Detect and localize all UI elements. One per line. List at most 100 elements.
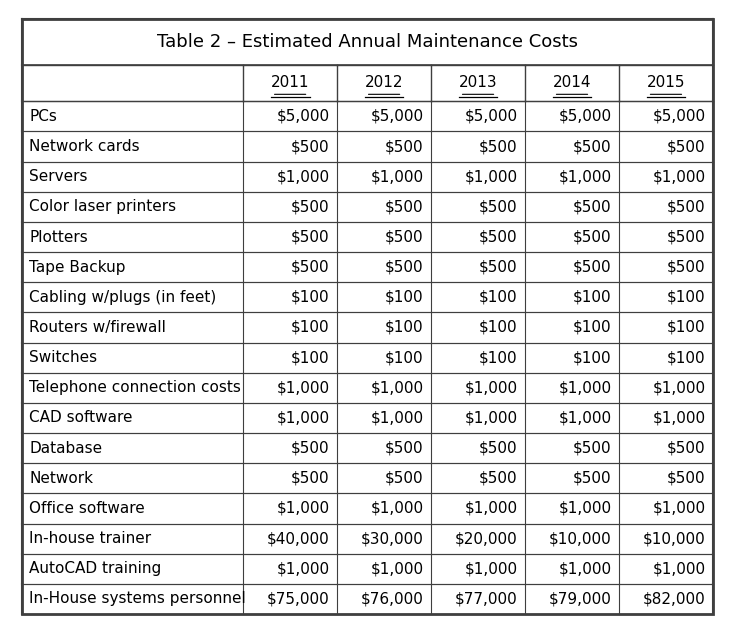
Text: $1,000: $1,000 xyxy=(370,380,423,395)
Text: $500: $500 xyxy=(291,139,330,154)
Text: Color laser printers: Color laser printers xyxy=(29,199,176,215)
Text: Tape Backup: Tape Backup xyxy=(29,260,126,275)
Text: $100: $100 xyxy=(667,350,706,365)
Text: $40,000: $40,000 xyxy=(267,531,330,546)
Text: 2013: 2013 xyxy=(459,75,498,91)
Text: $1,000: $1,000 xyxy=(653,410,706,425)
Text: In-House systems personnel: In-House systems personnel xyxy=(29,591,246,606)
Text: $1,000: $1,000 xyxy=(276,561,330,576)
Text: $500: $500 xyxy=(479,441,517,456)
Text: $500: $500 xyxy=(479,230,517,244)
Text: Switches: Switches xyxy=(29,350,98,365)
Text: $500: $500 xyxy=(479,199,517,215)
Text: $500: $500 xyxy=(479,260,517,275)
Text: $100: $100 xyxy=(385,350,423,365)
Text: $5,000: $5,000 xyxy=(276,109,330,124)
Text: $100: $100 xyxy=(385,320,423,335)
Text: AutoCAD training: AutoCAD training xyxy=(29,561,162,576)
Text: $1,000: $1,000 xyxy=(370,501,423,516)
Text: $75,000: $75,000 xyxy=(267,591,330,606)
Text: $1,000: $1,000 xyxy=(370,169,423,184)
Text: $500: $500 xyxy=(573,471,612,486)
Text: $100: $100 xyxy=(667,320,706,335)
Text: $1,000: $1,000 xyxy=(559,380,612,395)
Text: $76,000: $76,000 xyxy=(361,591,423,606)
Text: $500: $500 xyxy=(479,471,517,486)
Text: $79,000: $79,000 xyxy=(549,591,612,606)
Text: 2012: 2012 xyxy=(365,75,404,91)
Text: $1,000: $1,000 xyxy=(370,410,423,425)
Text: $500: $500 xyxy=(291,471,330,486)
Text: $500: $500 xyxy=(667,199,706,215)
Text: $500: $500 xyxy=(385,260,423,275)
Text: 2015: 2015 xyxy=(647,75,685,91)
Text: $100: $100 xyxy=(291,350,330,365)
Text: $1,000: $1,000 xyxy=(653,380,706,395)
Text: Office software: Office software xyxy=(29,501,145,516)
Text: $77,000: $77,000 xyxy=(455,591,517,606)
Text: Plotters: Plotters xyxy=(29,230,88,244)
Text: $500: $500 xyxy=(385,471,423,486)
Text: Servers: Servers xyxy=(29,169,88,184)
Text: $500: $500 xyxy=(291,199,330,215)
Text: $1,000: $1,000 xyxy=(465,380,517,395)
Text: $10,000: $10,000 xyxy=(549,531,612,546)
Text: $1,000: $1,000 xyxy=(653,561,706,576)
Text: $5,000: $5,000 xyxy=(465,109,517,124)
Text: $1,000: $1,000 xyxy=(653,169,706,184)
Text: $100: $100 xyxy=(667,290,706,305)
Text: $100: $100 xyxy=(573,350,612,365)
Text: $5,000: $5,000 xyxy=(653,109,706,124)
Text: $100: $100 xyxy=(573,290,612,305)
Text: $500: $500 xyxy=(667,441,706,456)
Text: Database: Database xyxy=(29,441,102,456)
Text: $1,000: $1,000 xyxy=(559,169,612,184)
Text: $500: $500 xyxy=(291,260,330,275)
Text: $100: $100 xyxy=(479,290,517,305)
Text: $20,000: $20,000 xyxy=(455,531,517,546)
Text: $500: $500 xyxy=(573,230,612,244)
Text: $500: $500 xyxy=(385,139,423,154)
Text: 2014: 2014 xyxy=(553,75,591,91)
Text: $500: $500 xyxy=(385,441,423,456)
Text: CAD software: CAD software xyxy=(29,410,133,425)
Text: Telephone connection costs: Telephone connection costs xyxy=(29,380,241,395)
Text: $500: $500 xyxy=(667,139,706,154)
Text: $500: $500 xyxy=(479,139,517,154)
Text: Network cards: Network cards xyxy=(29,139,140,154)
Text: $1,000: $1,000 xyxy=(370,561,423,576)
Text: $10,000: $10,000 xyxy=(643,531,706,546)
Text: $1,000: $1,000 xyxy=(465,410,517,425)
Text: $500: $500 xyxy=(291,441,330,456)
Text: $1,000: $1,000 xyxy=(559,501,612,516)
Text: PCs: PCs xyxy=(29,109,57,124)
Text: 2011: 2011 xyxy=(271,75,309,91)
Text: $1,000: $1,000 xyxy=(653,501,706,516)
Text: $5,000: $5,000 xyxy=(559,109,612,124)
Text: $100: $100 xyxy=(291,290,330,305)
Text: $500: $500 xyxy=(385,230,423,244)
Text: $5,000: $5,000 xyxy=(370,109,423,124)
Text: $500: $500 xyxy=(573,199,612,215)
Text: $1,000: $1,000 xyxy=(276,169,330,184)
Text: $500: $500 xyxy=(573,139,612,154)
Text: $500: $500 xyxy=(573,260,612,275)
Text: $100: $100 xyxy=(291,320,330,335)
Text: $500: $500 xyxy=(667,260,706,275)
Text: Table 2 – Estimated Annual Maintenance Costs: Table 2 – Estimated Annual Maintenance C… xyxy=(157,33,578,51)
Text: $500: $500 xyxy=(573,441,612,456)
Text: $100: $100 xyxy=(385,290,423,305)
Text: $1,000: $1,000 xyxy=(276,501,330,516)
Text: $100: $100 xyxy=(573,320,612,335)
Text: $1,000: $1,000 xyxy=(559,561,612,576)
Text: $500: $500 xyxy=(291,230,330,244)
Text: $100: $100 xyxy=(479,350,517,365)
Text: $1,000: $1,000 xyxy=(559,410,612,425)
Text: $500: $500 xyxy=(667,471,706,486)
Text: Network: Network xyxy=(29,471,93,486)
Text: $500: $500 xyxy=(385,199,423,215)
Text: Cabling w/plugs (in feet): Cabling w/plugs (in feet) xyxy=(29,290,217,305)
Text: Routers w/firewall: Routers w/firewall xyxy=(29,320,166,335)
Text: $500: $500 xyxy=(667,230,706,244)
Text: $1,000: $1,000 xyxy=(276,380,330,395)
